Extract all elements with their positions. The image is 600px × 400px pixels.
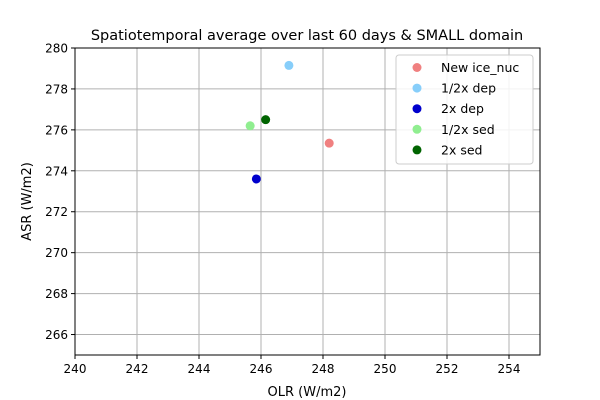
data-point <box>251 174 261 184</box>
legend: New ice_nuc 1/2x dep 2x dep 1/2x sed 2x sed <box>395 54 534 165</box>
x-axis-label: OLR (W/m2) <box>268 385 347 400</box>
legend-box <box>395 54 534 165</box>
legend-marker <box>412 63 422 72</box>
data-points <box>245 60 334 184</box>
legend-label: 1/2x sed <box>441 122 495 137</box>
y-tick-label: 266 <box>45 328 68 342</box>
legend-marker <box>412 145 422 155</box>
data-point <box>245 121 255 131</box>
y-tick-label: 280 <box>45 42 68 56</box>
y-tick-label: 274 <box>45 164 68 178</box>
data-point <box>324 138 334 148</box>
x-tick-label: 254 <box>498 362 521 376</box>
legend-label: New ice_nuc <box>441 60 519 75</box>
x-tick-label: 250 <box>374 362 397 376</box>
y-axis-label: ASR (W/m2) <box>20 162 35 241</box>
plot-frame <box>74 47 541 356</box>
y-axis-ticks: 266 268 270 272 274 276 278 280 <box>45 42 75 342</box>
y-tick-label: 268 <box>45 287 68 301</box>
legend-label: 2x sed <box>441 142 482 157</box>
legend-label: 1/2x dep <box>441 81 496 96</box>
x-tick-label: 246 <box>250 362 273 376</box>
data-point <box>261 115 271 125</box>
x-tick-label: 242 <box>126 362 149 376</box>
y-tick-label: 276 <box>45 123 68 137</box>
legend-marker <box>412 104 422 114</box>
legend-marker <box>412 124 422 134</box>
x-tick-label: 244 <box>188 362 211 376</box>
y-tick-label: 270 <box>45 246 68 260</box>
x-tick-label: 252 <box>436 362 459 376</box>
y-tick-label: 272 <box>45 205 68 219</box>
x-axis-ticks: 240 242 244 246 248 250 252 254 <box>64 355 521 376</box>
legend-marker <box>412 83 422 93</box>
chart-title: Spatiotemporal average over last 60 days… <box>91 28 523 44</box>
legend-label: 2x dep <box>441 101 484 116</box>
y-tick-label: 278 <box>45 82 68 96</box>
x-tick-label: 248 <box>312 362 335 376</box>
data-point <box>284 60 294 70</box>
x-tick-label: 240 <box>64 362 87 376</box>
